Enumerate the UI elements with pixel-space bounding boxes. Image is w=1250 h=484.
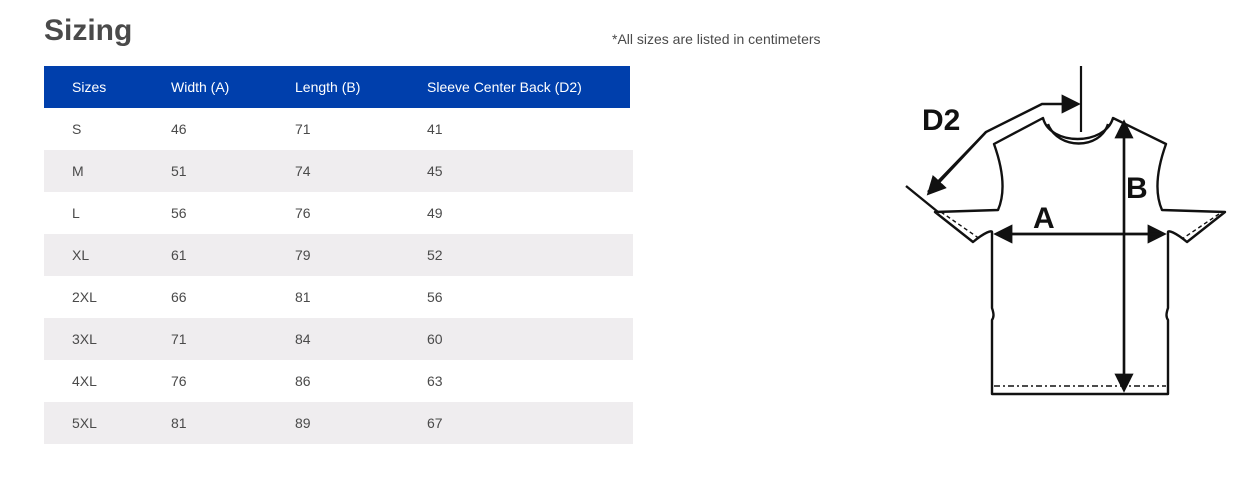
cell-length: 89	[295, 415, 311, 431]
table-row: M 51 74 45	[44, 150, 633, 192]
cell-length: 74	[295, 163, 311, 179]
label-a: A	[1033, 202, 1055, 235]
cell-size: 2XL	[72, 289, 97, 305]
units-note: *All sizes are listed in centimeters	[612, 31, 821, 47]
cell-sleeve: 45	[427, 163, 443, 179]
cell-sleeve: 63	[427, 373, 443, 389]
cell-width: 71	[171, 331, 187, 347]
table-row: 4XL 76 86 63	[44, 360, 633, 402]
table-row: 2XL 66 81 56	[44, 276, 633, 318]
table-row: 5XL 81 89 67	[44, 402, 633, 444]
cell-length: 79	[295, 247, 311, 263]
cell-length: 84	[295, 331, 311, 347]
table-row: S 46 71 41	[44, 108, 633, 150]
cell-size: XL	[72, 247, 90, 263]
cell-sleeve: 52	[427, 247, 443, 263]
cell-sleeve: 49	[427, 205, 443, 221]
header-sleeve: Sleeve Center Back (D2)	[427, 79, 582, 95]
cell-sleeve: 41	[427, 121, 443, 137]
cell-width: 56	[171, 205, 187, 221]
cell-sleeve: 60	[427, 331, 443, 347]
size-chart-table: Sizes Width (A) Length (B) Sleeve Center…	[44, 66, 633, 444]
tshirt-outline	[933, 116, 1227, 396]
cell-size: L	[72, 205, 80, 221]
table-header: Sizes Width (A) Length (B) Sleeve Center…	[44, 66, 630, 108]
table-body: S 46 71 41 M 51 74 45 L 56 76 49 XL 61 79 52 2XL 66 81 56 3X…	[44, 108, 633, 444]
cell-size: 4XL	[72, 373, 97, 389]
header-sizes: Sizes	[72, 79, 107, 95]
cell-width: 51	[171, 163, 187, 179]
label-b: B	[1126, 172, 1148, 205]
cell-length: 71	[295, 121, 311, 137]
cell-width: 66	[171, 289, 187, 305]
d2-measure-arrow	[905, 94, 1081, 213]
cell-size: M	[72, 163, 84, 179]
page-title: Sizing	[44, 14, 133, 47]
cell-length: 86	[295, 373, 311, 389]
cell-size: 5XL	[72, 415, 97, 431]
table-row: 3XL 71 84 60	[44, 318, 633, 360]
header-length: Length (B)	[295, 79, 361, 95]
header-width: Width (A)	[171, 79, 230, 95]
cell-size: S	[72, 121, 82, 137]
label-d2: D2	[922, 104, 960, 137]
cell-width: 81	[171, 415, 187, 431]
tshirt-diagram: D2 A B	[905, 66, 1227, 396]
cell-sleeve: 67	[427, 415, 443, 431]
cell-width: 46	[171, 121, 187, 137]
table-row: XL 61 79 52	[44, 234, 633, 276]
cell-length: 81	[295, 289, 311, 305]
cell-width: 61	[171, 247, 187, 263]
cell-width: 76	[171, 373, 187, 389]
cell-sleeve: 56	[427, 289, 443, 305]
cell-size: 3XL	[72, 331, 97, 347]
table-row: L 56 76 49	[44, 192, 633, 234]
cell-length: 76	[295, 205, 311, 221]
